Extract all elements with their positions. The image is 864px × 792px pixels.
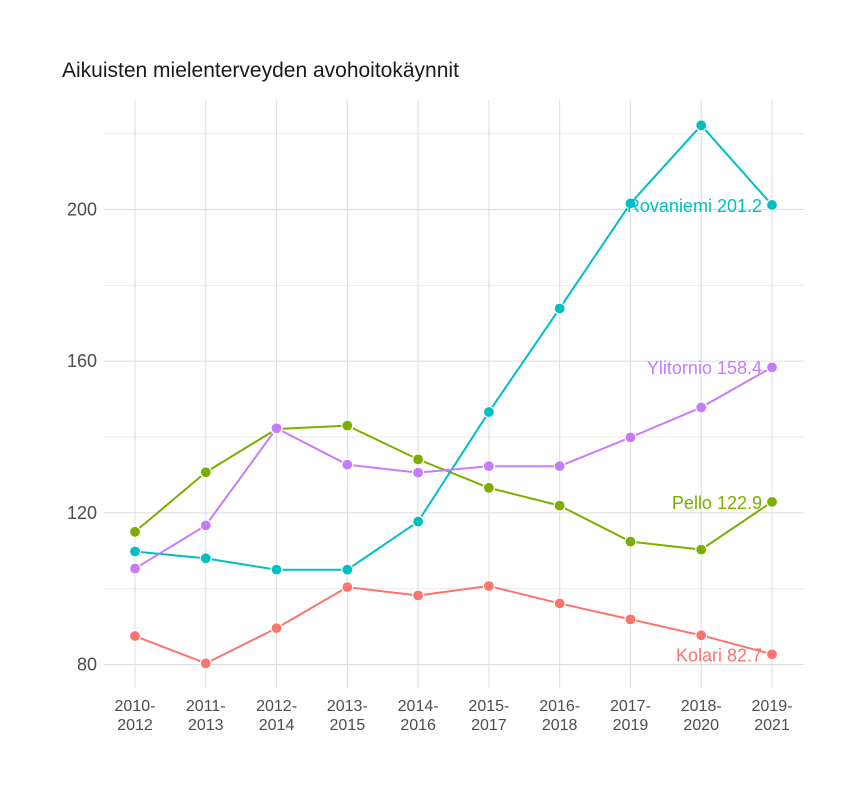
data-point-pello: [482, 481, 495, 494]
data-point-kolari: [270, 621, 283, 635]
data-point-kolari: [765, 648, 779, 661]
x-tick-label: 2010-2012: [115, 698, 156, 734]
series-line-kolari: [134, 585, 773, 665]
data-point-ylitornio: [128, 562, 142, 575]
data-point-kolari: [553, 597, 566, 610]
data-point-kolari: [199, 657, 212, 670]
data-point-rovaniemi: [482, 405, 495, 419]
x-tick-label: 2011-2013: [186, 698, 226, 734]
data-point-ylitornio: [199, 519, 212, 532]
grid: [104, 100, 804, 688]
data-point-rovaniemi: [270, 563, 283, 576]
data-point-kolari: [341, 581, 354, 594]
series-line-pello: [134, 424, 773, 551]
series-line-rovaniemi: [134, 124, 773, 571]
chart-title: Aikuisten mielenterveyden avohoitokäynni…: [62, 59, 459, 82]
end-label-pello: Pello 122.9: [672, 493, 762, 513]
data-point-rovaniemi: [128, 545, 142, 558]
y-tick-label: 200: [67, 200, 97, 220]
data-point-rovaniemi: [341, 563, 354, 576]
x-tick-label: 2017-2019: [610, 698, 651, 734]
data-point-ylitornio: [412, 466, 425, 479]
data-point-pello: [412, 453, 425, 466]
data-point-ylitornio: [482, 460, 495, 473]
end-label-ylitornio: Ylitornio 158.4: [647, 358, 762, 378]
series-lines: [134, 124, 773, 665]
data-point-rovaniemi: [553, 302, 566, 315]
series-end-labels: Kolari 82.7 Pello 122.9 Rovaniemi 201.2 Yli…: [627, 196, 762, 665]
data-point-pello: [128, 525, 142, 538]
data-point-pello: [553, 499, 566, 512]
y-tick-label: 160: [67, 351, 97, 371]
data-point-pello: [199, 466, 212, 479]
data-point-ylitornio: [765, 361, 779, 374]
x-tick-label: 2014-2016: [398, 698, 439, 734]
y-tick-label: 80: [77, 655, 97, 675]
data-point-rovaniemi: [199, 552, 212, 565]
y-tick-label: 120: [67, 503, 97, 523]
data-point-kolari: [624, 613, 637, 626]
data-point-pello: [624, 535, 637, 548]
x-tick-label: 2013-2015: [327, 698, 368, 734]
data-point-kolari: [482, 579, 495, 593]
end-label-kolari: Kolari 82.7: [676, 645, 762, 665]
data-point-rovaniemi: [624, 197, 637, 210]
x-tick-label: 2016-2018: [539, 698, 580, 734]
series-points: [128, 119, 779, 670]
data-point-kolari: [412, 589, 425, 602]
data-point-pello: [765, 495, 779, 508]
x-axis-ticks: 2010-2012 2011-2013 2012-2014 2013-2015 2014…: [115, 698, 793, 734]
data-point-rovaniemi: [695, 119, 708, 132]
x-tick-label: 2015-2017: [468, 698, 509, 734]
data-point-rovaniemi: [765, 198, 779, 212]
end-label-rovaniemi: Rovaniemi 201.2: [627, 196, 762, 216]
data-point-ylitornio: [553, 460, 566, 473]
data-point-ylitornio: [695, 401, 708, 414]
data-point-ylitornio: [341, 458, 354, 471]
data-point-kolari: [128, 629, 142, 643]
x-tick-label: 2012-2014: [256, 698, 297, 734]
data-point-ylitornio: [624, 431, 637, 444]
data-point-rovaniemi: [412, 515, 425, 528]
x-tick-label: 2018-2020: [681, 698, 722, 734]
y-axis-ticks: 80 120 160 200: [67, 200, 97, 675]
data-point-pello: [695, 543, 708, 556]
x-tick-label: 2019-2021: [752, 698, 793, 734]
series-line-ylitornio: [134, 366, 773, 570]
data-point-kolari: [695, 629, 708, 642]
data-point-ylitornio: [270, 422, 283, 435]
data-point-pello: [341, 419, 354, 432]
